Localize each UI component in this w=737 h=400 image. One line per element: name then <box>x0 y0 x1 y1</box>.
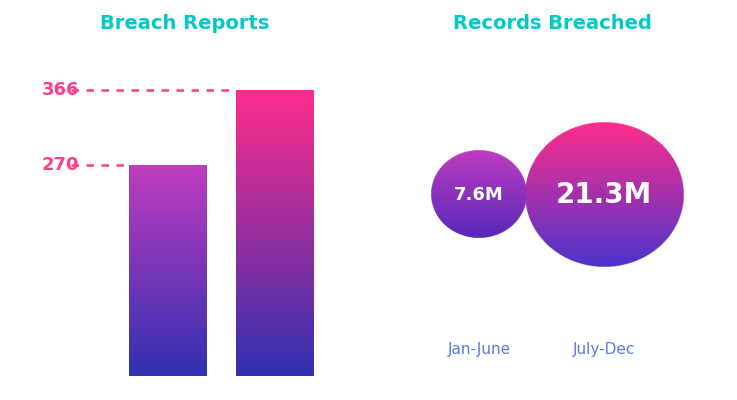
Text: 270: 270 <box>41 156 79 174</box>
Text: 366: 366 <box>41 81 79 99</box>
Text: 7.6M: 7.6M <box>454 186 504 204</box>
Title: Records Breached: Records Breached <box>453 14 652 33</box>
Title: Breach Reports: Breach Reports <box>99 14 269 33</box>
Text: July-Dec: July-Dec <box>573 342 635 358</box>
Text: 21.3M: 21.3M <box>556 180 652 208</box>
Text: Jan-June: Jan-June <box>447 342 511 358</box>
